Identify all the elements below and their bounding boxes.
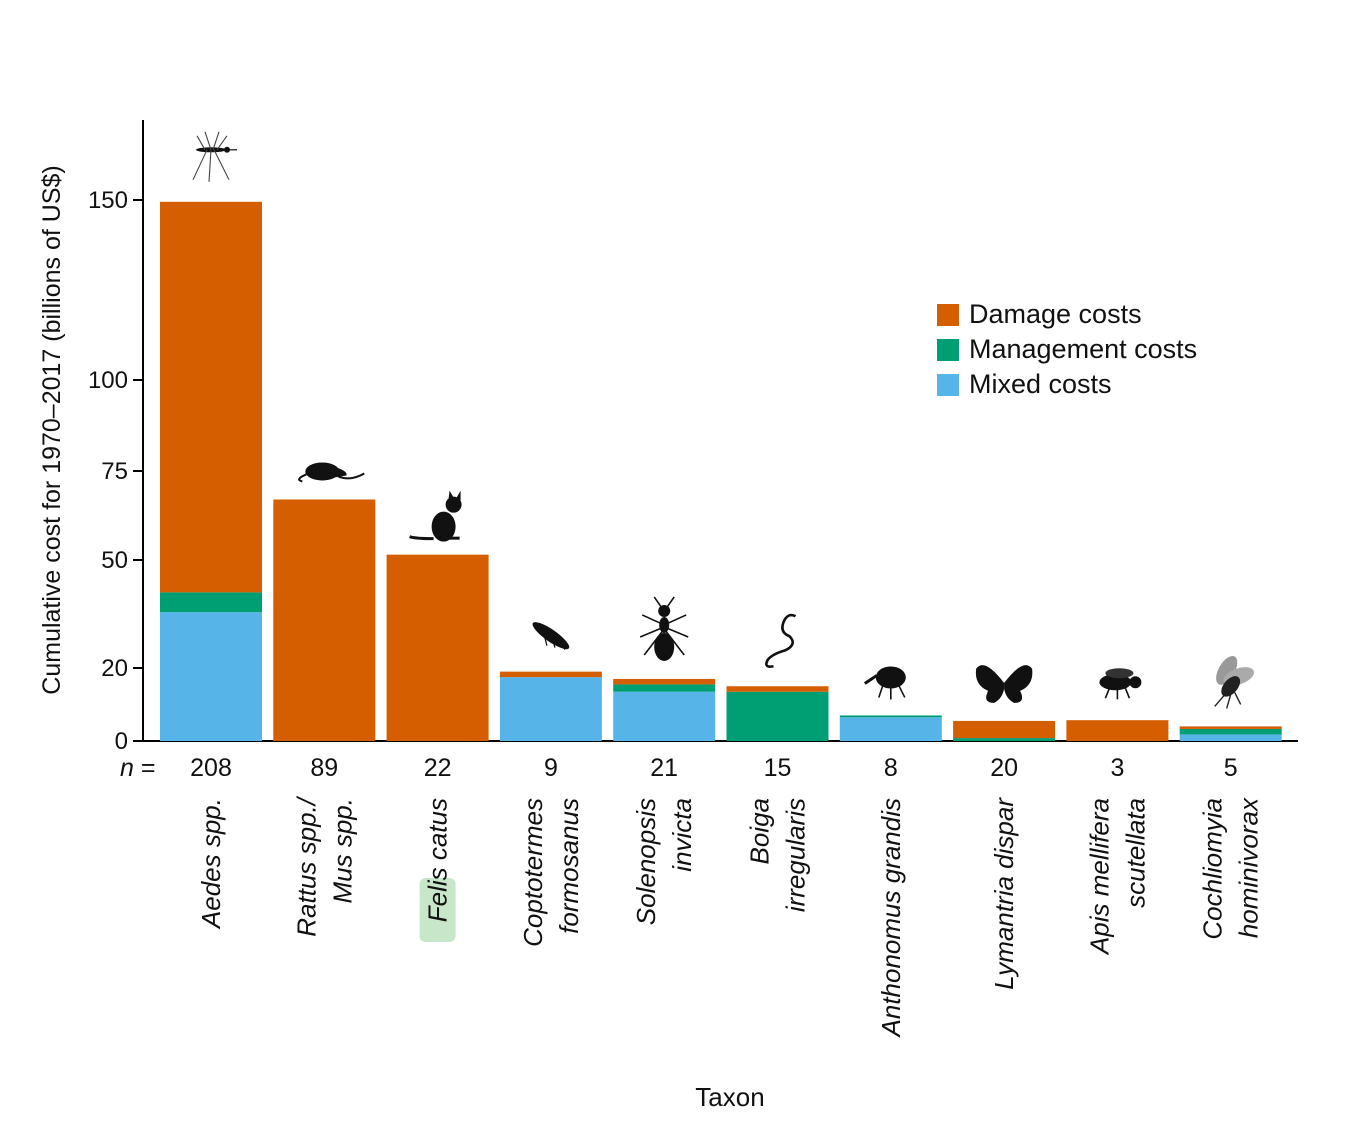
moth-icon <box>975 665 1033 703</box>
n-label: 22 <box>424 754 452 782</box>
bar-segment-management-costs <box>953 738 1056 741</box>
category-label: invicta <box>667 798 697 872</box>
bar-segment-damage-costs <box>726 686 829 692</box>
cat-icon <box>409 490 462 542</box>
n-prefix-label: n = <box>120 754 155 782</box>
category-highlight <box>419 878 456 942</box>
legend-label: Mixed costs <box>969 369 1112 399</box>
bar-segment-management-costs <box>613 684 716 692</box>
legend: Damage costs Management costs Mixed costs <box>937 299 1197 399</box>
bar-stack <box>1066 720 1169 741</box>
n-label: 21 <box>650 754 678 782</box>
legend-swatch <box>937 374 959 396</box>
bar-segment-damage-costs <box>273 499 376 741</box>
bar-segment-mixed-costs <box>499 677 602 741</box>
bar-stack <box>160 201 262 741</box>
bar-stack <box>273 499 376 741</box>
category-label: hominivorax <box>1234 797 1264 938</box>
mosquito-icon <box>192 131 237 182</box>
category-label: Mus spp. <box>327 798 357 904</box>
category-label: Anthonomus grandis <box>876 798 906 1038</box>
y-tick-label: 75 <box>101 458 128 485</box>
bar-stack <box>499 671 602 741</box>
weevil-icon <box>863 666 906 700</box>
bar-segment-damage-costs <box>1066 720 1169 741</box>
bar-stack <box>613 678 716 741</box>
y-tick-label: 0 <box>115 728 128 755</box>
bar-segment-mixed-costs <box>160 612 262 741</box>
legend-label: Management costs <box>969 334 1197 364</box>
y-axis-title: Cumulative cost for 1970–2017 (billions … <box>38 165 66 694</box>
n-label: 9 <box>544 754 558 782</box>
bar-segment-damage-costs <box>613 678 716 685</box>
legend-swatch <box>937 304 959 326</box>
y-tick-label: 20 <box>101 655 128 682</box>
bar-segment-mixed-costs <box>1179 734 1282 741</box>
n-label: 89 <box>310 754 338 782</box>
ant-icon <box>639 596 689 661</box>
snake-icon <box>765 613 797 668</box>
y-tick-label: 150 <box>88 187 128 214</box>
y-tick-label: 50 <box>101 547 128 574</box>
legend-swatch <box>937 339 959 361</box>
termite-icon <box>532 622 570 650</box>
bar-segment-damage-costs <box>953 720 1056 739</box>
category-label: scutellata <box>1120 798 1150 908</box>
fly-icon <box>1214 655 1254 709</box>
bar-stack <box>726 686 829 741</box>
n-label: 20 <box>990 754 1018 782</box>
y-axis: 0 20 50 75 100 150 <box>88 120 144 755</box>
n-label: 208 <box>190 754 232 782</box>
bar-segment-damage-costs <box>499 671 602 678</box>
category-label: Aedes spp. <box>196 798 226 930</box>
category-label: Felis catus <box>423 798 453 922</box>
bar-segment-mixed-costs <box>839 717 942 741</box>
category-label: Lymantria dispar <box>989 797 1019 990</box>
n-label: 15 <box>764 754 792 782</box>
n-label: 3 <box>1110 754 1124 782</box>
category-label: Solenopsis <box>631 798 661 925</box>
category-label: Rattus spp./ <box>291 795 321 937</box>
category-label: Boiga <box>745 798 775 865</box>
y-tick-label: 100 <box>88 367 128 394</box>
n-label: 8 <box>884 754 898 782</box>
n-label: 5 <box>1224 754 1238 782</box>
category-label: irregularis <box>781 798 811 912</box>
bar-segment-damage-costs <box>1179 726 1282 729</box>
category-label: Apis mellifera <box>1084 798 1114 956</box>
category-label: formosanus <box>554 798 584 934</box>
bar-stack <box>839 715 942 741</box>
bee-icon <box>1099 668 1142 700</box>
bar-stack <box>953 720 1056 741</box>
category-label: Coptotermes <box>518 798 548 947</box>
bar-segment-management-costs <box>1179 728 1282 735</box>
bar-stack <box>386 554 489 741</box>
legend-label: Damage costs <box>969 299 1142 329</box>
x-axis-title: Taxon <box>695 1082 764 1112</box>
bar-segment-management-costs <box>839 715 942 718</box>
rat-icon <box>298 462 365 483</box>
bar-segment-management-costs <box>160 592 262 613</box>
category-label: Cochliomyia <box>1198 798 1228 940</box>
bar-segment-damage-costs <box>160 201 262 593</box>
bar-segment-damage-costs <box>386 554 489 741</box>
bar-segment-mixed-costs <box>613 691 716 741</box>
bar-segment-management-costs <box>726 691 829 741</box>
bar-stack <box>1179 726 1282 741</box>
